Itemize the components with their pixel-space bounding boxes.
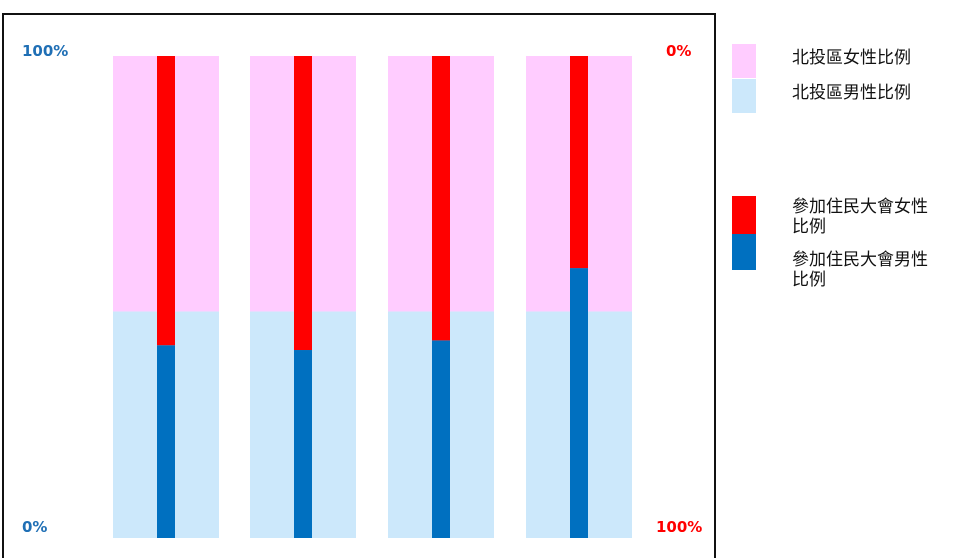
participant-male-bar-4 [570, 268, 588, 538]
left-axis-bottom-label: 0% [22, 518, 47, 536]
legend: 北投區女性比例 北投區男性比例 參加住民大會女性比例 參加住民大會男性比例 [732, 44, 928, 290]
right-axis-bottom-label: 100% [656, 518, 702, 536]
participant-female-bar-1 [157, 56, 175, 346]
participant-female-bar-3 [432, 56, 450, 341]
participant-female-bar-4 [570, 56, 588, 269]
participant-bars [157, 56, 588, 538]
legend-swatch-participant-female [732, 196, 756, 234]
participant-male-bar-2 [294, 350, 312, 538]
legend-swatch-district-male [732, 79, 756, 113]
legend-swatch-district-female [732, 44, 756, 78]
participant-male-bar-1 [157, 345, 175, 538]
right-axis-top-label: 0% [666, 42, 691, 60]
plot-frame [2, 13, 716, 558]
participant-female-bar-2 [294, 56, 312, 351]
background-bars [113, 56, 632, 538]
legend-label-district-female: 北投區女性比例 [792, 48, 911, 68]
legend-label-participant-male: 參加住民大會男性比例 [792, 250, 928, 290]
participant-male-bar-3 [432, 340, 450, 538]
legend-swatch-participant-male [732, 234, 756, 270]
legend-label-district-male: 北投區男性比例 [792, 83, 911, 103]
legend-label-participant-female: 參加住民大會女性比例 [792, 197, 928, 237]
left-axis-top-label: 100% [22, 42, 68, 60]
